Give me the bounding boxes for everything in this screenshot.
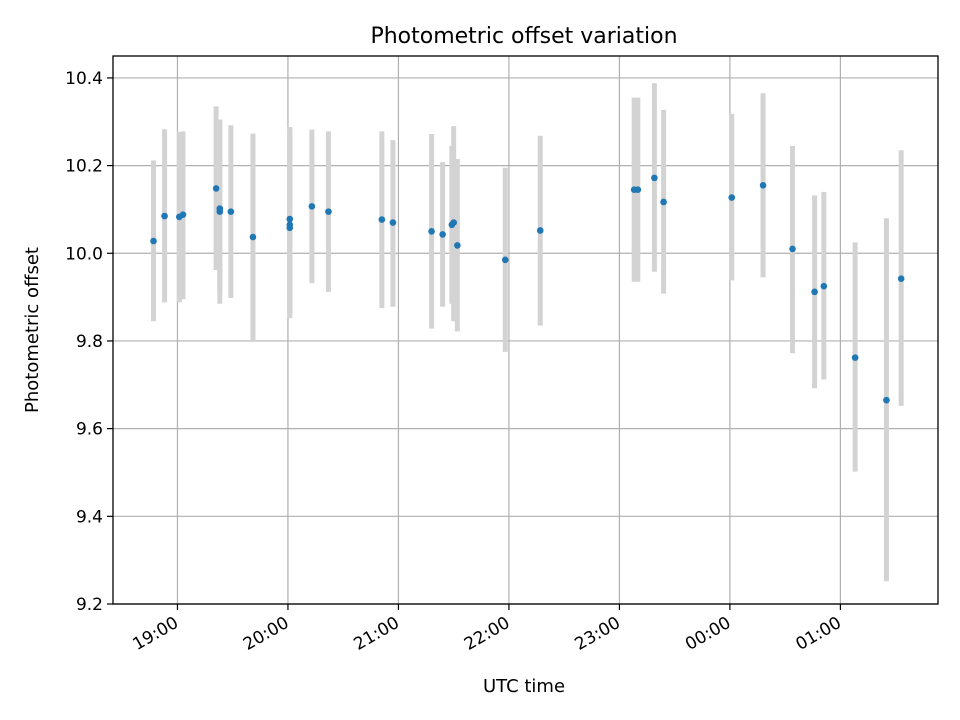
x-tick-label: 20:00 — [240, 613, 292, 655]
data-point — [651, 174, 658, 182]
data-point — [439, 231, 446, 238]
y-axis-label: Photometric offset — [22, 247, 43, 413]
plot-frame — [112, 55, 939, 605]
y-tick-label: 10.4 — [65, 69, 103, 89]
data-point — [249, 233, 257, 241]
y-tick-label: 9.2 — [76, 595, 103, 615]
data-point — [851, 354, 859, 361]
x-tick-label: 22:00 — [461, 613, 513, 655]
data-point — [660, 198, 667, 206]
data-point — [150, 237, 157, 245]
data-point — [450, 219, 457, 226]
data-point — [286, 215, 294, 223]
data-point — [811, 288, 818, 296]
data-point — [759, 182, 767, 189]
y-axis: 9.2 9.4 9.6 9.8 10.0 10.2 10.4 — [65, 69, 113, 615]
x-axis: 19:00 20:00 21:00 22:00 23:00 00:00 01:00 — [130, 604, 845, 655]
data-point — [179, 211, 187, 219]
chart-title: Photometric offset variation — [370, 24, 677, 49]
data-point — [728, 194, 736, 201]
data-point — [454, 242, 461, 249]
data-point — [378, 216, 386, 223]
x-tick-label: 23:00 — [571, 613, 623, 655]
y-tick-label: 9.6 — [76, 420, 103, 440]
data-point — [286, 221, 294, 229]
data-point — [389, 219, 397, 226]
data-point — [161, 212, 168, 220]
error-bars — [151, 83, 904, 582]
x-tick-label: 00:00 — [682, 613, 734, 655]
y-tick-label: 10.0 — [65, 244, 103, 264]
data-point — [897, 275, 905, 283]
y-tick-label: 9.4 — [76, 507, 103, 527]
y-tick-label: 10.2 — [65, 157, 103, 177]
data-point — [634, 186, 642, 194]
data-points — [150, 174, 905, 404]
data-point — [227, 208, 235, 215]
data-point — [789, 245, 796, 253]
x-tick-label: 01:00 — [792, 613, 844, 655]
data-point — [308, 203, 316, 210]
x-tick-label: 21:00 — [351, 613, 403, 655]
data-point — [212, 185, 220, 192]
data-point — [325, 208, 332, 215]
y-tick-label: 9.8 — [76, 332, 103, 352]
x-axis-label: UTC time — [483, 676, 565, 697]
data-point — [501, 256, 509, 264]
x-tick-label: 19:00 — [130, 613, 182, 655]
data-point — [820, 282, 828, 290]
data-point — [216, 208, 224, 215]
data-point — [536, 227, 544, 234]
data-point — [883, 396, 890, 404]
data-point — [428, 228, 435, 235]
